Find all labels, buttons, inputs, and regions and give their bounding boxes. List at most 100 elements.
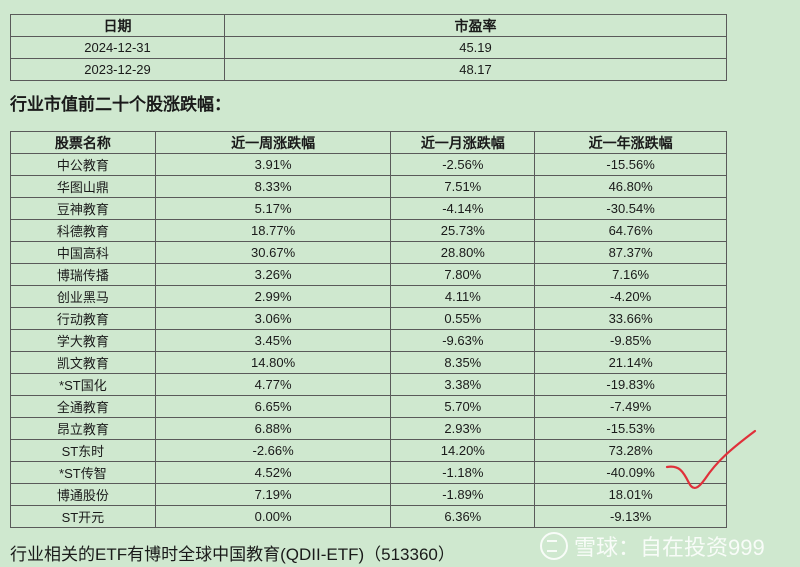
pe-header-date: 日期 — [10, 14, 225, 37]
week-change-cell: 0.00% — [154, 505, 392, 528]
stock-change-table: 股票名称 近一周涨跌幅 近一月涨跌幅 近一年涨跌幅 中公教育 3.91% -2.56… — [10, 131, 727, 528]
watermark-text: 雪球：自在投资999 — [574, 535, 765, 560]
stock-name-cell: *ST传智 — [10, 461, 156, 484]
table-row: 行动教育 3.06% 0.55% 33.66% — [10, 307, 727, 330]
year-change-cell: -15.56% — [534, 153, 727, 176]
week-change-cell: 4.52% — [154, 461, 392, 484]
table-row: 科德教育 18.77% 25.73% 64.76% — [10, 219, 727, 242]
table-row: 学大教育 3.45% -9.63% -9.85% — [10, 329, 727, 352]
week-change-cell: 3.45% — [154, 329, 392, 352]
pe-value-cell: 48.17 — [224, 58, 727, 81]
stock-name-cell: 中国高科 — [10, 241, 156, 264]
week-change-cell: 30.67% — [154, 241, 392, 264]
year-change-cell: 33.66% — [534, 307, 727, 330]
year-change-cell: -19.83% — [534, 373, 727, 396]
stock-name-cell: 华图山鼎 — [10, 175, 156, 198]
month-change-cell: -1.18% — [390, 461, 536, 484]
year-change-cell: 21.14% — [534, 351, 727, 374]
table-row: 中公教育 3.91% -2.56% -15.56% — [10, 153, 727, 176]
table-row: 凯文教育 14.80% 8.35% 21.14% — [10, 351, 727, 374]
stock-name-cell: 行动教育 — [10, 307, 156, 330]
stock-name-cell: 学大教育 — [10, 329, 156, 352]
pe-header-row: 日期 市盈率 — [10, 14, 727, 37]
pe-header-ratio: 市盈率 — [224, 14, 727, 37]
table-row: 2023-12-29 48.17 — [10, 58, 727, 81]
pe-ratio-table: 日期 市盈率 2024-12-31 45.19 2023-12-29 48.17 — [10, 14, 727, 81]
month-change-cell: -2.56% — [390, 153, 536, 176]
table-row: 博瑞传播 3.26% 7.80% 7.16% — [10, 263, 727, 286]
week-change-cell: 5.17% — [154, 197, 392, 220]
pe-date-cell: 2024-12-31 — [10, 36, 225, 59]
red-checkmark-icon — [665, 429, 757, 489]
month-change-cell: 2.93% — [390, 417, 536, 440]
month-change-cell: 7.80% — [390, 263, 536, 286]
table-row: 华图山鼎 8.33% 7.51% 46.80% — [10, 175, 727, 198]
week-change-cell: 6.65% — [154, 395, 392, 418]
month-change-cell: 6.36% — [390, 505, 536, 528]
stock-name-cell: 博瑞传播 — [10, 263, 156, 286]
month-change-cell: 25.73% — [390, 219, 536, 242]
pe-date-cell: 2023-12-29 — [10, 58, 225, 81]
table-row: 昂立教育 6.88% 2.93% -15.53% — [10, 417, 727, 440]
etf-note: 行业相关的ETF有博时全球中国教育(QDII-ETF)（513360） — [10, 545, 455, 564]
header-month-change: 近一月涨跌幅 — [390, 131, 536, 154]
week-change-cell: 8.33% — [154, 175, 392, 198]
stock-name-cell: 凯文教育 — [10, 351, 156, 374]
section-heading: 行业市值前二十个股涨跌幅： — [10, 95, 231, 114]
month-change-cell: -4.14% — [390, 197, 536, 220]
stock-name-cell: 科德教育 — [10, 219, 156, 242]
stock-name-cell: *ST国化 — [10, 373, 156, 396]
year-change-cell: 46.80% — [534, 175, 727, 198]
week-change-cell: -2.66% — [154, 439, 392, 462]
week-change-cell: 18.77% — [154, 219, 392, 242]
stock-name-cell: ST东时 — [10, 439, 156, 462]
table-row: 创业黑马 2.99% 4.11% -4.20% — [10, 285, 727, 308]
stock-name-cell: 全通教育 — [10, 395, 156, 418]
xueqiu-logo-icon — [540, 532, 568, 560]
xueqiu-watermark: 雪球：自在投资999 — [540, 530, 765, 562]
stock-table-body: 中公教育 3.91% -2.56% -15.56% 华图山鼎 8.33% 7.51% 46.8… — [10, 153, 727, 528]
year-change-cell: 7.16% — [534, 263, 727, 286]
stock-name-cell: 昂立教育 — [10, 417, 156, 440]
year-change-cell: 64.76% — [534, 219, 727, 242]
week-change-cell: 4.77% — [154, 373, 392, 396]
header-stock-name: 股票名称 — [10, 131, 156, 154]
table-row: 豆神教育 5.17% -4.14% -30.54% — [10, 197, 727, 220]
table-row: *ST传智 4.52% -1.18% -40.09% — [10, 461, 727, 484]
stock-name-cell: 中公教育 — [10, 153, 156, 176]
table-row: ST东时 -2.66% 14.20% 73.28% — [10, 439, 727, 462]
stock-name-cell: 博通股份 — [10, 483, 156, 506]
week-change-cell: 2.99% — [154, 285, 392, 308]
month-change-cell: 5.70% — [390, 395, 536, 418]
table-row: 博通股份 7.19% -1.89% 18.01% — [10, 483, 727, 506]
month-change-cell: 7.51% — [390, 175, 536, 198]
table-row: 全通教育 6.65% 5.70% -7.49% — [10, 395, 727, 418]
stock-name-cell: 创业黑马 — [10, 285, 156, 308]
month-change-cell: 3.38% — [390, 373, 536, 396]
table-row: 中国高科 30.67% 28.80% 87.37% — [10, 241, 727, 264]
table-row: ST开元 0.00% 6.36% -9.13% — [10, 505, 727, 528]
stock-name-cell: ST开元 — [10, 505, 156, 528]
month-change-cell: 14.20% — [390, 439, 536, 462]
year-change-cell: -7.49% — [534, 395, 727, 418]
header-year-change: 近一年涨跌幅 — [534, 131, 727, 154]
month-change-cell: -1.89% — [390, 483, 536, 506]
week-change-cell: 3.91% — [154, 153, 392, 176]
year-change-cell: -4.20% — [534, 285, 727, 308]
year-change-cell: 87.37% — [534, 241, 727, 264]
month-change-cell: 8.35% — [390, 351, 536, 374]
week-change-cell: 6.88% — [154, 417, 392, 440]
year-change-cell: -9.13% — [534, 505, 727, 528]
stock-name-cell: 豆神教育 — [10, 197, 156, 220]
header-week-change: 近一周涨跌幅 — [154, 131, 392, 154]
pe-value-cell: 45.19 — [224, 36, 727, 59]
week-change-cell: 3.06% — [154, 307, 392, 330]
month-change-cell: 0.55% — [390, 307, 536, 330]
week-change-cell: 14.80% — [154, 351, 392, 374]
year-change-cell: -9.85% — [534, 329, 727, 352]
year-change-cell: -30.54% — [534, 197, 727, 220]
month-change-cell: 4.11% — [390, 285, 536, 308]
month-change-cell: -9.63% — [390, 329, 536, 352]
week-change-cell: 7.19% — [154, 483, 392, 506]
table-row: *ST国化 4.77% 3.38% -19.83% — [10, 373, 727, 396]
